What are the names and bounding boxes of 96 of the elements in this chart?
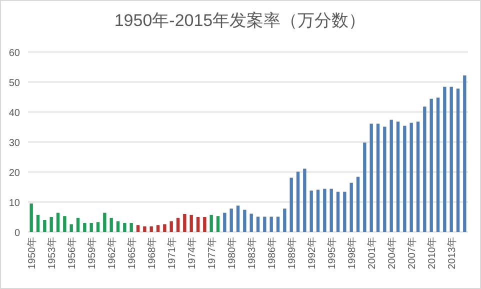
bar — [336, 192, 340, 232]
x-tick-label: 1953年 — [46, 237, 58, 270]
x-tick-label: 1983年 — [246, 237, 258, 270]
bar — [183, 214, 186, 232]
y-tick-label: 60 — [8, 48, 20, 59]
x-tick-label: 1992年 — [306, 237, 318, 270]
bar — [70, 224, 73, 232]
bar — [163, 224, 166, 232]
bar — [150, 226, 153, 232]
bar — [390, 120, 393, 232]
bar — [250, 214, 253, 232]
x-tick-label: 2013年 — [446, 237, 458, 270]
x-tick-label: 2004年 — [386, 237, 398, 270]
bar — [123, 223, 126, 232]
bar — [296, 172, 300, 232]
bar — [210, 214, 213, 232]
x-tick-label: 1959年 — [86, 237, 98, 270]
bar — [363, 142, 366, 232]
bar — [303, 168, 306, 232]
y-tick-label: 0 — [14, 228, 20, 239]
bar — [76, 218, 80, 232]
y-tick-label: 50 — [8, 78, 20, 89]
y-tick-label: 20 — [8, 168, 20, 179]
x-tick-label: 1956年 — [66, 237, 78, 270]
bar — [103, 212, 106, 232]
x-tick-label: 1962年 — [106, 237, 118, 270]
bar — [330, 188, 333, 232]
bar — [56, 212, 60, 232]
bar — [50, 217, 53, 232]
x-tick-label: 1998年 — [346, 237, 358, 270]
x-tick-label: 2010年 — [426, 237, 438, 270]
x-tick-label: 2001年 — [366, 237, 378, 270]
x-tick-label: 1971年 — [166, 237, 178, 270]
bar — [316, 190, 320, 232]
bar — [370, 124, 373, 232]
x-tick-label: 1974年 — [186, 237, 198, 270]
y-tick-label: 40 — [8, 108, 20, 119]
x-tick-label: 1968年 — [146, 237, 158, 270]
bar — [30, 204, 33, 232]
title: 1950年-2015年发案率（万分数） — [114, 11, 366, 30]
bar — [276, 216, 280, 232]
bar — [463, 75, 466, 232]
x-tick-label: 2007年 — [406, 237, 418, 270]
bar — [323, 188, 326, 232]
bar — [270, 216, 273, 232]
bar — [256, 216, 260, 232]
bar — [170, 221, 173, 232]
bar — [403, 126, 406, 232]
bar — [36, 214, 40, 232]
bar — [350, 182, 353, 232]
bar — [176, 218, 180, 232]
x-tick-label: 1965年 — [126, 237, 138, 270]
bar — [430, 98, 433, 232]
bar — [96, 222, 100, 232]
x-tick-label: 1980年 — [226, 237, 238, 270]
bar — [410, 122, 413, 232]
bar — [156, 225, 160, 232]
bar — [456, 88, 460, 232]
bar — [343, 192, 346, 232]
x-tick-label: 1989年 — [286, 237, 298, 270]
bar — [230, 208, 233, 232]
bar — [243, 210, 246, 232]
bar — [116, 221, 120, 232]
bar — [263, 216, 266, 232]
bar — [190, 214, 193, 232]
bar — [203, 217, 206, 232]
bar — [130, 223, 133, 232]
bar — [383, 126, 386, 232]
x-tick-label: 1995年 — [326, 237, 338, 270]
bar — [376, 124, 380, 232]
bar — [356, 176, 360, 232]
bar — [83, 223, 86, 232]
bar — [416, 122, 420, 232]
bar — [196, 217, 200, 232]
bar — [450, 86, 453, 232]
bar — [136, 225, 140, 232]
bar — [223, 212, 226, 232]
bar — [143, 226, 146, 232]
bar — [63, 216, 66, 232]
x-tick-label: 1950年 — [26, 237, 38, 270]
x-tick-label: 1986年 — [266, 237, 278, 270]
bar — [443, 86, 446, 232]
bar — [310, 190, 313, 232]
bar — [290, 178, 293, 232]
bar — [43, 220, 46, 232]
bar — [236, 206, 240, 232]
y-tick-label: 10 — [8, 198, 20, 209]
y-tick-label: 30 — [8, 138, 20, 149]
x-tick-label: 1977年 — [206, 237, 218, 270]
bar — [436, 98, 440, 232]
bar — [90, 223, 93, 232]
bar — [423, 106, 426, 232]
bar — [283, 208, 286, 232]
bar — [216, 216, 220, 232]
bar — [110, 218, 113, 232]
bar — [396, 122, 400, 232]
